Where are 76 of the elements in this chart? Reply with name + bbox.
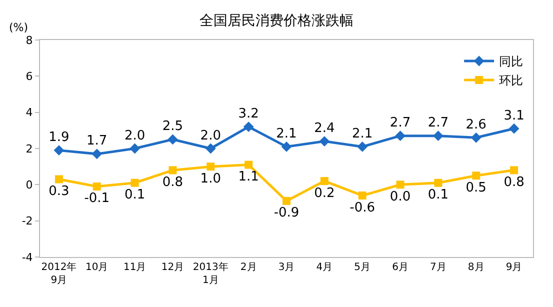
point <box>434 178 442 187</box>
y-tick-label: 8 <box>26 34 33 47</box>
point <box>281 141 292 152</box>
x-tick-label: 4月 <box>316 262 333 273</box>
data-label: 0.3 <box>48 184 70 199</box>
data-label: 1.1 <box>238 170 259 185</box>
point <box>396 180 404 189</box>
point <box>358 192 366 200</box>
data-label: 2.1 <box>352 126 373 142</box>
x-tick-label: 9月 <box>506 262 522 273</box>
data-label: 2.0 <box>200 128 221 144</box>
point <box>244 160 253 169</box>
chart-title: 全国居民消费价格涨跌幅 <box>200 13 354 30</box>
data-label: 2.4 <box>314 121 335 136</box>
x-tick-label: 2月 <box>240 262 257 273</box>
x-tick-label: 3月 <box>278 262 295 273</box>
x-tick-label: 8月 <box>468 262 484 273</box>
data-label: 2.7 <box>428 116 449 131</box>
y-tick-label: 4 <box>26 106 33 120</box>
point <box>168 134 178 145</box>
point <box>320 177 328 186</box>
data-label: 3.1 <box>504 108 524 124</box>
y-tick-label: -4 <box>22 250 33 264</box>
point <box>508 123 520 134</box>
point <box>282 196 290 205</box>
point <box>319 136 330 146</box>
x-tick-label: 2012年 9月 <box>41 261 77 286</box>
x-tick-label: 10月 <box>86 262 108 273</box>
data-label: 3.2 <box>238 106 259 122</box>
point <box>243 122 254 132</box>
data-label: 1.7 <box>86 134 108 149</box>
y-tick-label: 0 <box>26 178 33 192</box>
point <box>54 145 64 156</box>
data-label: 0.2 <box>314 186 335 201</box>
data-label: -0.6 <box>350 200 376 216</box>
data-label: 2.7 <box>390 116 411 131</box>
data-label: 2.0 <box>124 128 146 144</box>
x-tick-label: 2013年 1月 <box>192 261 228 286</box>
data-label: 0.8 <box>504 174 524 190</box>
x-tick-label: 12月 <box>161 262 184 273</box>
data-label: 1.0 <box>200 171 221 186</box>
y-tick-label: 6 <box>26 70 33 84</box>
data-label: -0.9 <box>274 206 300 221</box>
data-label: 0.1 <box>428 188 449 203</box>
data-label: 2.5 <box>162 119 184 134</box>
data-label: 1.9 <box>48 130 70 146</box>
x-tick-label: 6月 <box>392 262 408 273</box>
y-axis-title: (%) <box>9 21 28 34</box>
point <box>92 148 102 160</box>
point <box>472 172 480 180</box>
point <box>54 175 63 184</box>
data-label: 2.6 <box>466 117 486 132</box>
data-label: 0.0 <box>390 189 411 204</box>
x-tick-label: 5月 <box>354 262 371 273</box>
point <box>168 166 177 174</box>
point <box>395 130 406 142</box>
x-tick-label: 7月 <box>430 262 446 273</box>
data-label: -0.1 <box>84 191 110 206</box>
data-label: 0.5 <box>466 180 486 196</box>
point <box>130 178 139 187</box>
point <box>92 182 101 190</box>
data-label: 0.1 <box>124 188 146 203</box>
point <box>130 143 140 154</box>
y-tick-label: 2 <box>26 142 33 156</box>
point <box>432 130 444 142</box>
point <box>470 132 482 143</box>
point <box>205 143 216 154</box>
legend-label: 同比 <box>499 54 524 69</box>
x-tick-label: 11月 <box>123 262 146 273</box>
point <box>206 162 215 171</box>
legend-label: 环比 <box>499 74 524 88</box>
point <box>357 141 368 152</box>
point <box>510 166 518 174</box>
data-label: 2.1 <box>276 126 297 142</box>
data-label: 0.8 <box>162 174 184 190</box>
y-tick-label: -2 <box>22 214 33 228</box>
